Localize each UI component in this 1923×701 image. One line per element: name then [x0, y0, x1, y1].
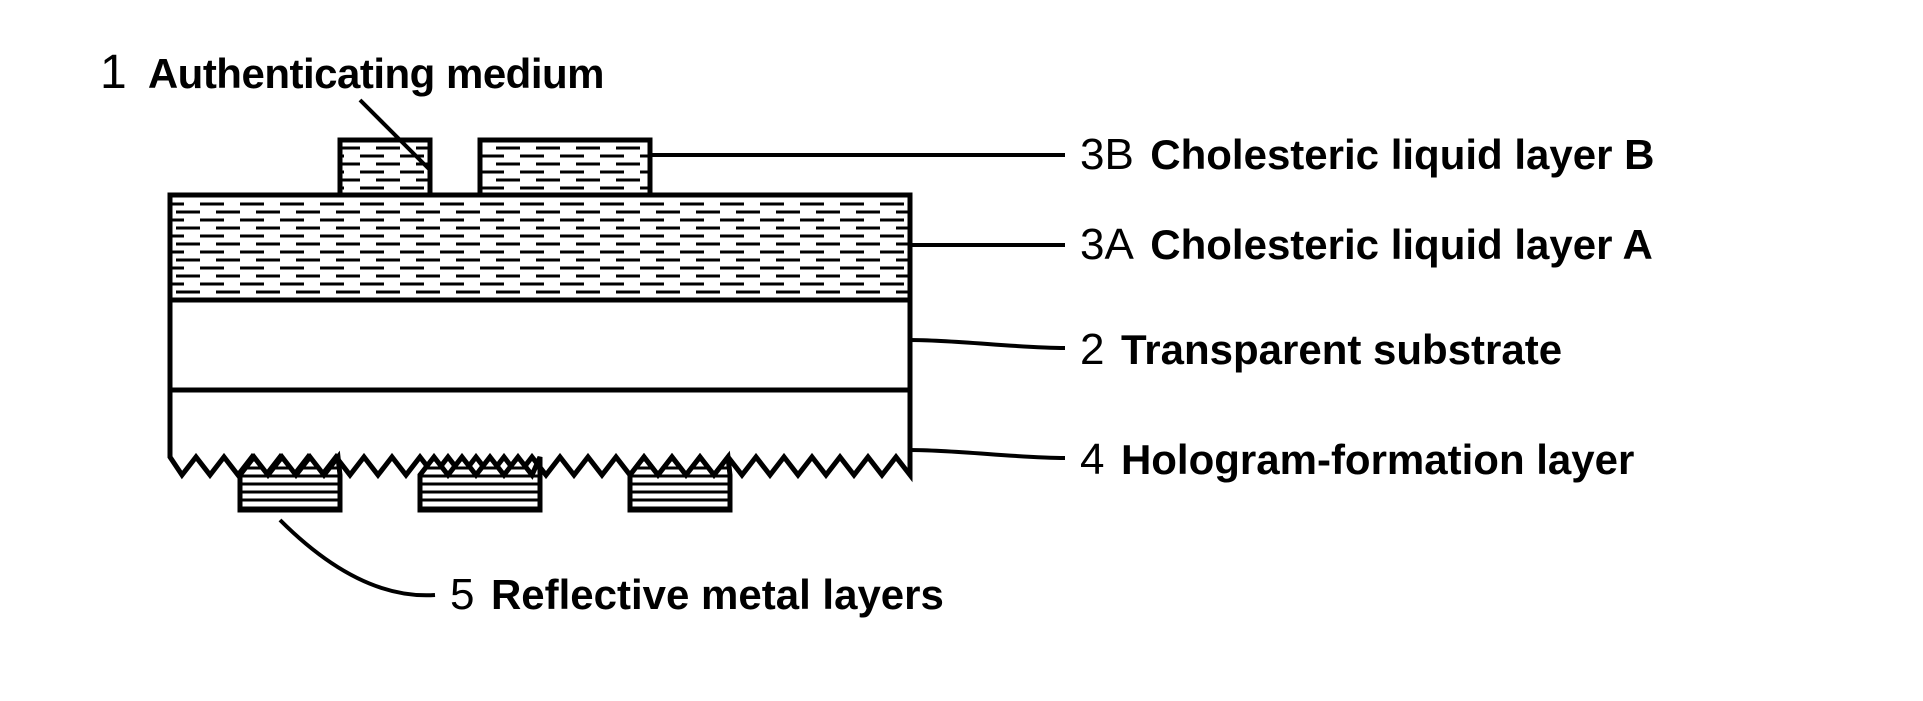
label-5-text: Reflective metal layers [491, 571, 944, 618]
label-4: 4 Hologram-formation layer [1080, 435, 1634, 485]
label-2-num: 2 [1080, 325, 1104, 374]
label-3A: 3A Cholesteric liquid layer A [1080, 220, 1653, 270]
label-3A-num: 3A [1080, 220, 1134, 269]
label-4-text: Hologram-formation layer [1121, 436, 1634, 483]
label-5-num: 5 [450, 570, 474, 619]
label-4-num: 4 [1080, 435, 1104, 484]
label-3A-text: Cholesteric liquid layer A [1150, 221, 1653, 268]
diagram-container: 1 Authenticating medium 3B Cholesteric l… [40, 40, 1880, 660]
label-2: 2 Transparent substrate [1080, 325, 1562, 375]
label-5: 5 Reflective metal layers [450, 570, 944, 620]
label-3B-text: Cholesteric liquid layer B [1150, 131, 1654, 178]
label-3B: 3B Cholesteric liquid layer B [1080, 130, 1654, 180]
label-3B-num: 3B [1080, 130, 1134, 179]
label-2-text: Transparent substrate [1121, 326, 1562, 373]
